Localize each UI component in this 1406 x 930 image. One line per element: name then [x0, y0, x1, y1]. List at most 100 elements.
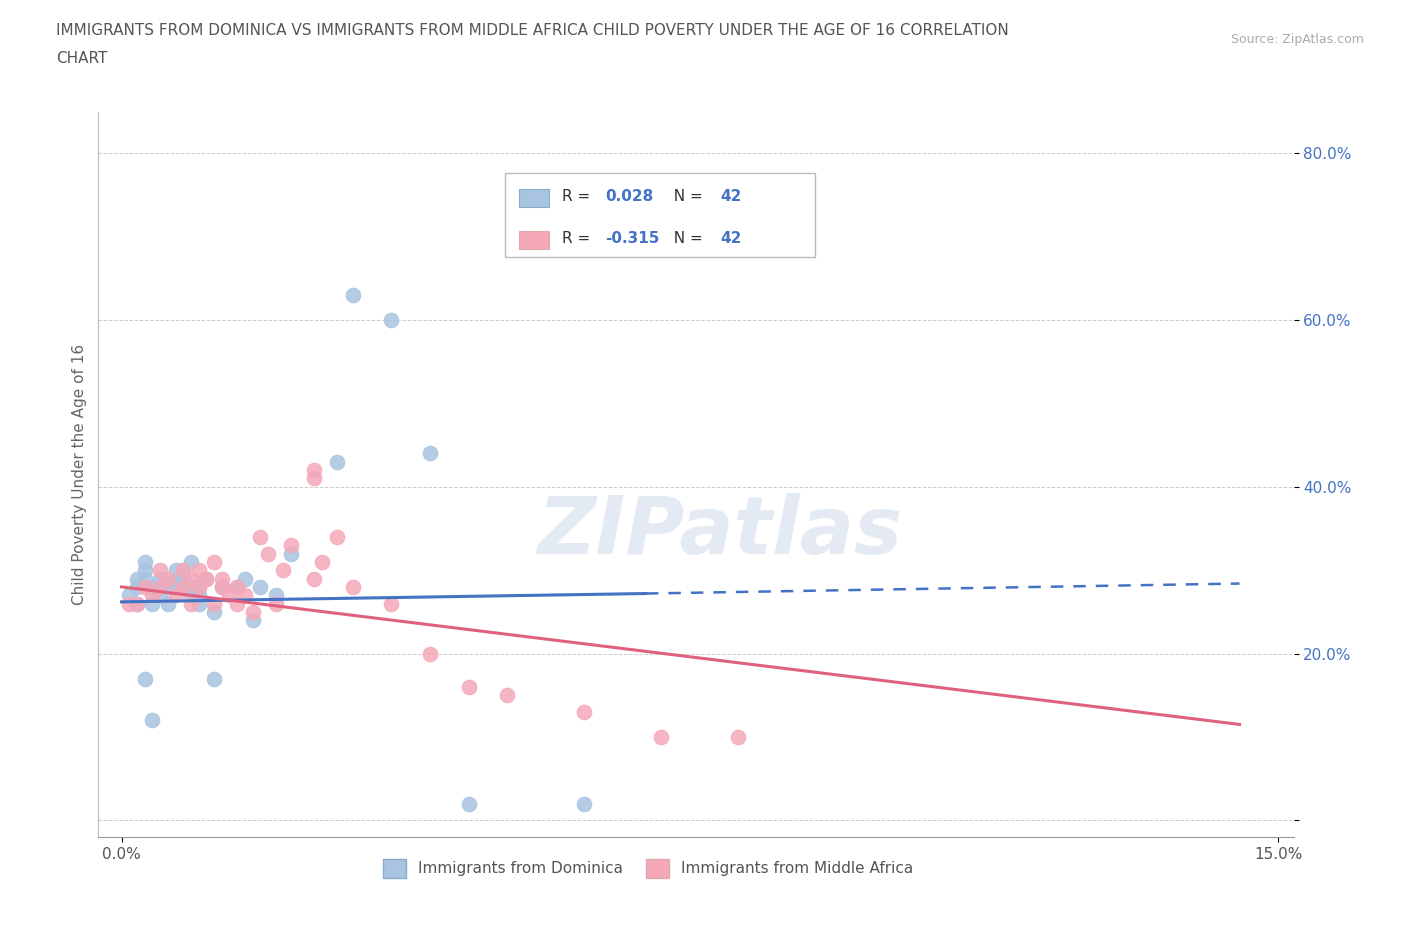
- Text: R =: R =: [562, 231, 595, 246]
- Point: [202, 604, 225, 619]
- Legend: Immigrants from Dominica, Immigrants from Middle Africa: Immigrants from Dominica, Immigrants fro…: [377, 853, 920, 884]
- Point: [134, 563, 156, 578]
- Point: [172, 563, 194, 578]
- Point: [233, 571, 256, 586]
- Point: [134, 554, 156, 569]
- Point: [249, 529, 271, 544]
- Point: [380, 596, 402, 611]
- Point: [304, 471, 326, 485]
- Text: 0.028: 0.028: [605, 189, 654, 204]
- Point: [304, 463, 326, 478]
- Point: [172, 571, 194, 586]
- Point: [342, 579, 364, 594]
- Point: [187, 579, 209, 594]
- Point: [172, 563, 194, 578]
- Point: [156, 579, 179, 594]
- Point: [149, 563, 172, 578]
- Point: [211, 571, 233, 586]
- Point: [419, 646, 441, 661]
- Point: [326, 529, 349, 544]
- Text: N =: N =: [664, 189, 707, 204]
- Point: [311, 554, 333, 569]
- Point: [156, 596, 179, 611]
- Point: [226, 579, 249, 594]
- Point: [149, 579, 172, 594]
- Text: N =: N =: [664, 231, 707, 246]
- Text: Source: ZipAtlas.com: Source: ZipAtlas.com: [1230, 33, 1364, 46]
- Point: [457, 796, 479, 811]
- Point: [125, 571, 148, 586]
- Point: [141, 579, 163, 594]
- Point: [572, 796, 595, 811]
- Point: [218, 588, 240, 603]
- Y-axis label: Child Poverty Under the Age of 16: Child Poverty Under the Age of 16: [72, 344, 87, 604]
- Point: [125, 579, 148, 594]
- Point: [125, 596, 148, 611]
- Point: [273, 563, 295, 578]
- Point: [280, 538, 302, 552]
- Point: [249, 579, 271, 594]
- Point: [727, 729, 749, 744]
- Point: [180, 554, 202, 569]
- Point: [326, 455, 349, 470]
- Point: [165, 579, 187, 594]
- Point: [134, 579, 156, 594]
- Point: [211, 579, 233, 594]
- Point: [280, 546, 302, 561]
- Point: [572, 705, 595, 720]
- Point: [172, 579, 194, 594]
- Point: [134, 571, 156, 586]
- Point: [304, 571, 326, 586]
- Point: [180, 571, 202, 586]
- Point: [226, 596, 249, 611]
- Point: [257, 546, 280, 561]
- Point: [419, 446, 441, 461]
- Point: [242, 613, 264, 628]
- Point: [195, 571, 218, 586]
- Point: [125, 596, 148, 611]
- Point: [134, 671, 156, 686]
- Point: [195, 571, 218, 586]
- Point: [180, 588, 202, 603]
- FancyBboxPatch shape: [519, 189, 548, 207]
- Point: [180, 596, 202, 611]
- Point: [149, 571, 172, 586]
- FancyBboxPatch shape: [519, 231, 548, 249]
- Point: [342, 287, 364, 302]
- Point: [226, 579, 249, 594]
- Point: [180, 579, 202, 594]
- Point: [118, 588, 141, 603]
- Point: [187, 563, 209, 578]
- Text: 42: 42: [720, 189, 741, 204]
- Point: [202, 596, 225, 611]
- Point: [165, 588, 187, 603]
- Point: [202, 671, 225, 686]
- Point: [202, 554, 225, 569]
- Point: [141, 712, 163, 727]
- Point: [187, 579, 209, 594]
- Point: [496, 688, 519, 703]
- Text: IMMIGRANTS FROM DOMINICA VS IMMIGRANTS FROM MIDDLE AFRICA CHILD POVERTY UNDER TH: IMMIGRANTS FROM DOMINICA VS IMMIGRANTS F…: [56, 23, 1010, 38]
- Point: [211, 579, 233, 594]
- Text: CHART: CHART: [56, 51, 108, 66]
- Text: R =: R =: [562, 189, 595, 204]
- Text: 42: 42: [720, 231, 741, 246]
- Point: [165, 563, 187, 578]
- Point: [242, 604, 264, 619]
- Text: ZIPatlas: ZIPatlas: [537, 493, 903, 571]
- Point: [118, 596, 141, 611]
- Point: [457, 680, 479, 695]
- Point: [380, 312, 402, 327]
- Point: [264, 588, 287, 603]
- Point: [187, 596, 209, 611]
- Point: [264, 596, 287, 611]
- Point: [650, 729, 672, 744]
- Point: [187, 588, 209, 603]
- Point: [156, 571, 179, 586]
- Point: [141, 596, 163, 611]
- Point: [233, 588, 256, 603]
- Point: [165, 571, 187, 586]
- Point: [141, 588, 163, 603]
- Text: -0.315: -0.315: [605, 231, 659, 246]
- FancyBboxPatch shape: [505, 173, 815, 257]
